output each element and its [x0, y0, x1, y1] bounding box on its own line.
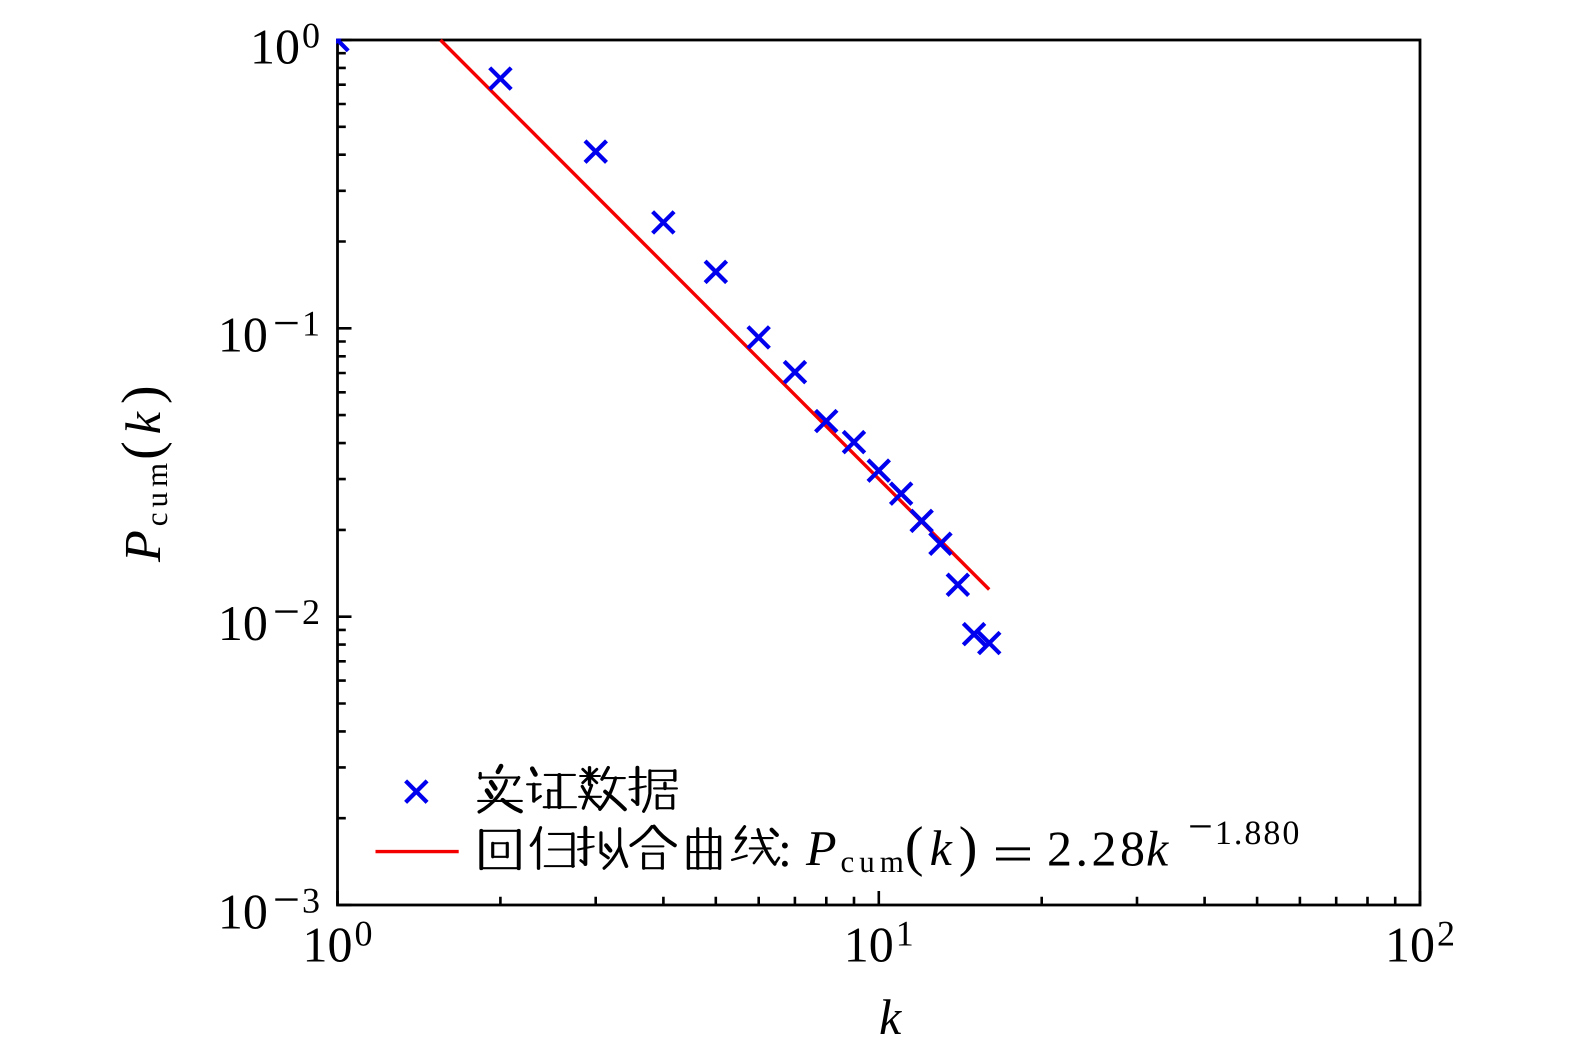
svg-text:101: 101 — [844, 913, 914, 972]
svg-text:Pcum(k): Pcum(k) — [805, 816, 977, 879]
svg-text:Pcum(k): Pcum(k) — [111, 385, 174, 563]
svg-text:k: k — [879, 989, 902, 1045]
svg-text::: : — [778, 821, 792, 877]
svg-text:k: k — [1146, 820, 1169, 876]
svg-text:100: 100 — [250, 15, 320, 74]
svg-text:2.28: 2.28 — [1047, 820, 1149, 876]
svg-text:−1.880: −1.880 — [1188, 802, 1301, 852]
